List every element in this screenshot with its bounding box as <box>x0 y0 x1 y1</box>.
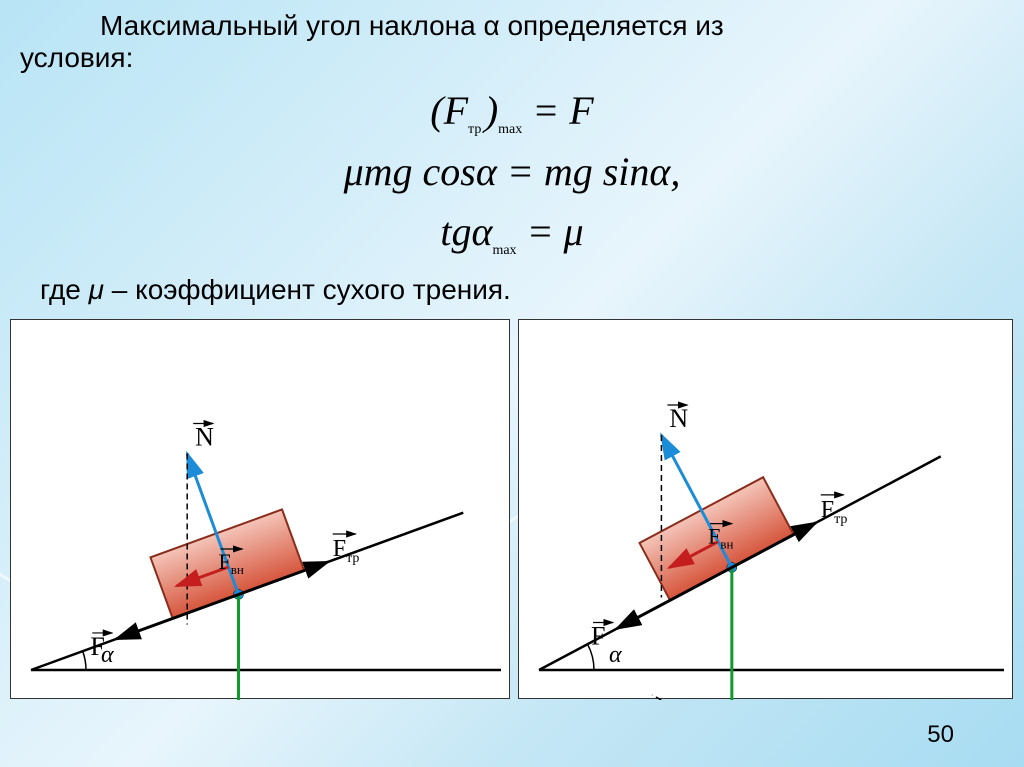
equations-block: (Fтр.)max = F μmg cosα = mg sinα, tgαmax… <box>0 74 1024 269</box>
page-number: 50 <box>927 721 954 749</box>
svg-text:N: N <box>669 404 688 433</box>
diagram-right: αNmgFтрFFвн <box>518 319 1013 699</box>
equation-3: tgαmax = μ <box>0 204 1024 261</box>
svg-text:Fтр: Fтр <box>333 536 360 566</box>
diagrams-container: αNmgFтрFFвн αNmgFтрFFвн <box>0 311 1024 699</box>
intro-line2: условия: <box>20 42 1004 74</box>
equation-2: μmg cosα = mg sinα, <box>0 144 1024 200</box>
equation-1: (Fтр.)max = F <box>0 83 1024 140</box>
svg-text:α: α <box>609 642 622 668</box>
mu-definition: где μ – коэффициент сухого трения. <box>0 269 1024 311</box>
svg-text:F: F <box>591 622 605 651</box>
svg-text:N: N <box>195 423 214 452</box>
svg-text:Fтр: Fтр <box>821 497 848 527</box>
svg-text:F: F <box>90 632 104 661</box>
diagram-left: αNmgFтрFFвн <box>10 319 510 699</box>
intro-text: Максимальный угол наклона α определяется… <box>0 0 1024 74</box>
intro-line1: Максимальный угол наклона α определяется… <box>20 10 1004 42</box>
